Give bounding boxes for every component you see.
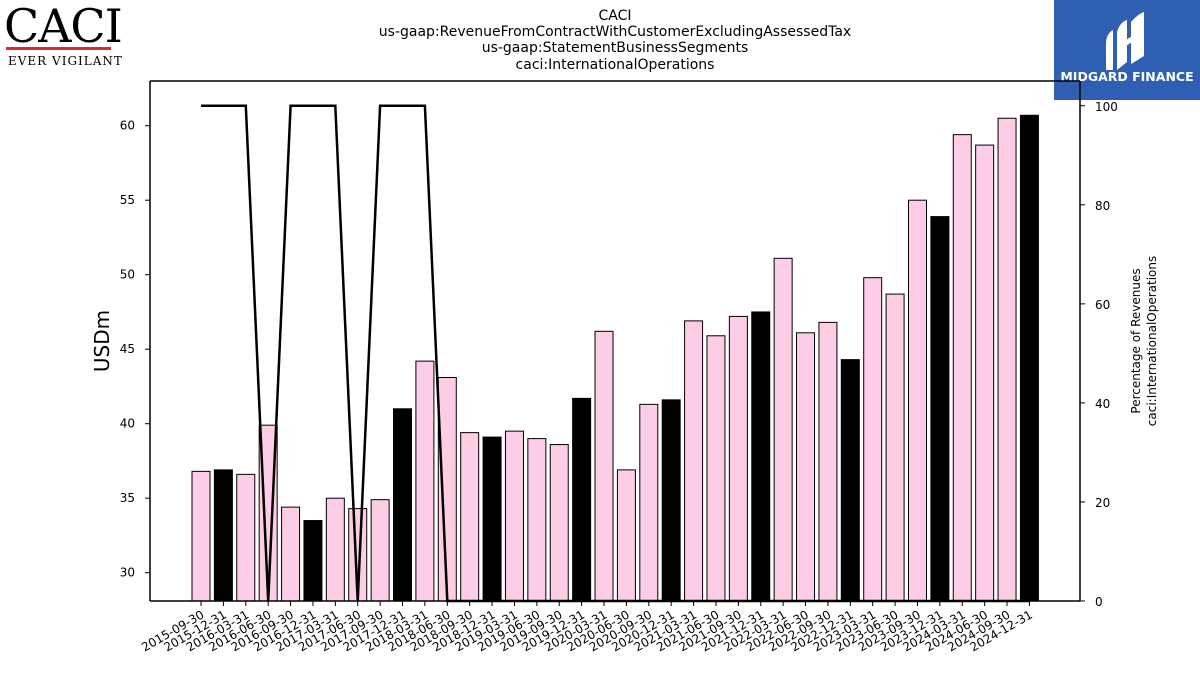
bar-2016-09-30 bbox=[281, 506, 301, 602]
bar-2018-09-30 bbox=[460, 432, 480, 602]
bar-2023-03-31 bbox=[863, 277, 883, 602]
bar-2018-12-31 bbox=[482, 436, 502, 602]
y-tick-label-60: 60 bbox=[120, 119, 135, 133]
bar-2020-06-30 bbox=[616, 469, 636, 602]
caci-logo-rule bbox=[6, 47, 111, 50]
y-tick-label-45: 45 bbox=[120, 342, 135, 356]
bar-2024-09-30 bbox=[997, 117, 1017, 602]
y2-tick-label-20: 20 bbox=[1095, 496, 1110, 510]
line-layer bbox=[201, 104, 1030, 603]
bar-2016-12-31 bbox=[303, 520, 323, 602]
bar-2023-09-30 bbox=[907, 199, 927, 602]
bar-2016-03-31 bbox=[236, 473, 256, 602]
chart-title-line-1: CACI bbox=[598, 8, 631, 24]
y-tick-label-55: 55 bbox=[120, 193, 135, 207]
y-tick-label-30: 30 bbox=[120, 566, 135, 580]
y2-tick-label-80: 80 bbox=[1095, 199, 1110, 213]
bar-2020-03-31 bbox=[594, 330, 614, 602]
bar-2022-12-31 bbox=[840, 359, 860, 602]
bar-2020-09-30 bbox=[639, 403, 659, 602]
y-tick-label-50: 50 bbox=[120, 268, 135, 282]
caci-logo-tagline: EVER VIGILANT bbox=[8, 54, 123, 68]
bar-2022-03-31 bbox=[773, 257, 793, 602]
chart-title-line-3: us-gaap:StatementBusinessSegments bbox=[482, 40, 749, 56]
bar-2018-06-30 bbox=[437, 377, 457, 602]
y2-tick-label-100: 100 bbox=[1095, 100, 1118, 114]
axes-layer: 303540455055600204060801002015-09-302015… bbox=[120, 80, 1118, 654]
bar-2023-06-30 bbox=[885, 293, 905, 602]
bar-2021-03-31 bbox=[684, 320, 704, 602]
bar-2020-12-31 bbox=[661, 399, 681, 602]
bar-2022-06-30 bbox=[796, 332, 816, 602]
bar-2015-12-31 bbox=[213, 469, 233, 602]
bar-2017-03-31 bbox=[325, 497, 345, 602]
bar-2024-12-31 bbox=[1019, 114, 1039, 602]
bar-2015-09-30 bbox=[191, 470, 211, 602]
caci-logo: CACI EVER VIGILANT bbox=[4, 0, 123, 68]
bar-2019-12-31 bbox=[572, 397, 592, 602]
chart-title-line-4: caci:InternationalOperations bbox=[516, 57, 715, 73]
y-tick-label-40: 40 bbox=[120, 417, 135, 431]
bar-2019-03-31 bbox=[504, 430, 524, 602]
y2-tick-label-60: 60 bbox=[1095, 298, 1110, 312]
midgard-m-icon bbox=[1106, 12, 1144, 70]
y2-tick-label-0: 0 bbox=[1095, 595, 1103, 609]
bar-2017-09-30 bbox=[370, 499, 390, 602]
bars-layer bbox=[191, 114, 1039, 602]
bar-2019-09-30 bbox=[549, 444, 569, 602]
bar-2019-06-30 bbox=[527, 438, 547, 602]
midgard-logo-wordmark: MIDGARD FINANCE bbox=[1060, 69, 1193, 84]
bar-2023-12-31 bbox=[930, 216, 950, 602]
y2-axis-label-line-2: caci:InternationalOperations bbox=[1145, 256, 1159, 426]
y2-tick-label-40: 40 bbox=[1095, 397, 1110, 411]
bar-2021-09-30 bbox=[728, 315, 748, 602]
bar-2024-03-31 bbox=[952, 134, 972, 602]
bar-2021-12-31 bbox=[751, 311, 771, 602]
bar-2022-09-30 bbox=[818, 321, 838, 602]
y2-axis-label: Percentage of Revenues caci:Internationa… bbox=[1129, 256, 1159, 426]
y-tick-label-35: 35 bbox=[120, 491, 135, 505]
bar-2018-03-31 bbox=[415, 360, 435, 602]
y-axis-label: USDm bbox=[90, 310, 114, 372]
caci-logo-wordmark: CACI bbox=[4, 0, 122, 53]
y2-axis-label-line-1: Percentage of Revenues bbox=[1129, 268, 1143, 413]
bar-2024-06-30 bbox=[975, 144, 995, 602]
bar-2021-06-30 bbox=[706, 335, 726, 602]
percentage-line bbox=[201, 104, 1030, 603]
chart-title: CACI us-gaap:RevenueFromContractWithCust… bbox=[379, 8, 851, 73]
midgard-finance-logo: MIDGARD FINANCE bbox=[1054, 0, 1200, 100]
bar-2017-12-31 bbox=[393, 408, 413, 602]
chart-title-line-2: us-gaap:RevenueFromContractWithCustomerE… bbox=[379, 24, 851, 40]
